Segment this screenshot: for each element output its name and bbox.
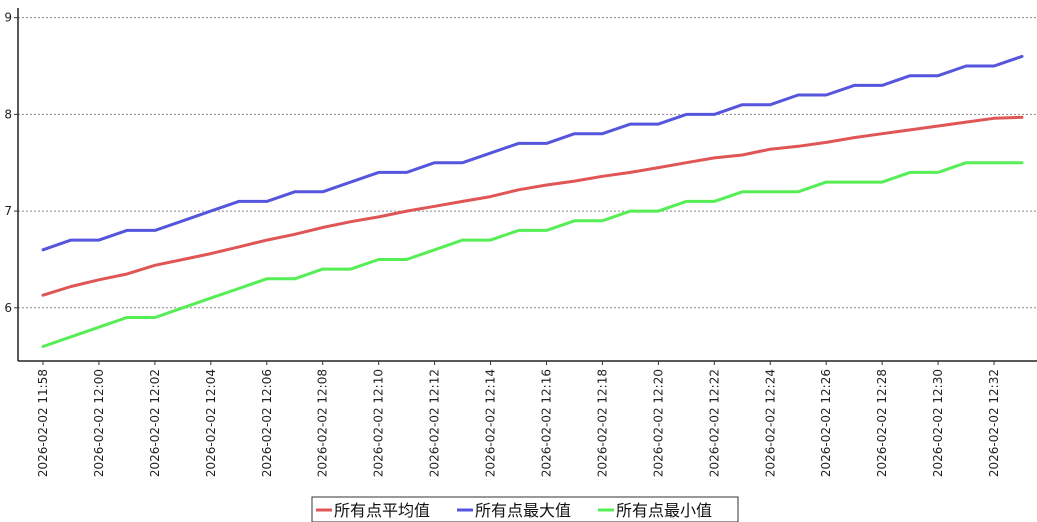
x-tick-label: 2026-02-02 12:32 xyxy=(987,369,1001,477)
x-tick-labels: 2026-02-02 11:58 2026-02-02 12:00 2026-02-… xyxy=(36,361,1001,477)
legend-label-1: 所有点最大值 xyxy=(475,501,571,520)
x-tick-label: 2026-02-02 11:58 xyxy=(36,369,50,477)
x-tick-label: 2026-02-02 12:08 xyxy=(316,369,330,477)
x-tick-label: 2026-02-02 12:02 xyxy=(148,369,162,477)
x-tick-label: 2026-02-02 12:04 xyxy=(204,369,218,477)
y-tick-label: 7 xyxy=(4,204,12,218)
x-tick-label: 2026-02-02 12:18 xyxy=(595,369,609,477)
legend: 所有点平均值 所有点最大值 所有点最小值 xyxy=(312,497,738,522)
series-lines xyxy=(43,56,1022,346)
x-tick-label: 2026-02-02 12:16 xyxy=(539,369,553,477)
x-tick-label: 2026-02-02 12:20 xyxy=(651,369,665,477)
y-tick-labels: 6 7 8 9 xyxy=(4,11,18,315)
x-tick-label: 2026-02-02 12:28 xyxy=(875,369,889,477)
legend-label-0: 所有点平均值 xyxy=(334,501,430,520)
y-tick-label: 8 xyxy=(4,107,12,121)
x-tick-label: 2026-02-02 12:14 xyxy=(484,369,498,477)
x-tick-label: 2026-02-02 12:10 xyxy=(372,369,386,477)
x-tick-label: 2026-02-02 12:12 xyxy=(428,369,442,477)
x-tick-label: 2026-02-02 12:22 xyxy=(707,369,721,477)
x-tick-label: 2026-02-02 12:30 xyxy=(931,369,945,477)
y-tick-label: 6 xyxy=(4,301,12,315)
x-tick-label: 2026-02-02 12:24 xyxy=(763,369,777,477)
series-line-2 xyxy=(43,163,1022,347)
x-tick-label: 2026-02-02 12:00 xyxy=(92,369,106,477)
gridlines xyxy=(18,18,1037,308)
series-line-1 xyxy=(43,56,1022,249)
x-tick-label: 2026-02-02 12:26 xyxy=(819,369,833,477)
legend-label-2: 所有点最小值 xyxy=(616,501,712,520)
x-tick-label: 2026-02-02 12:06 xyxy=(260,369,274,477)
y-tick-label: 9 xyxy=(4,11,12,25)
